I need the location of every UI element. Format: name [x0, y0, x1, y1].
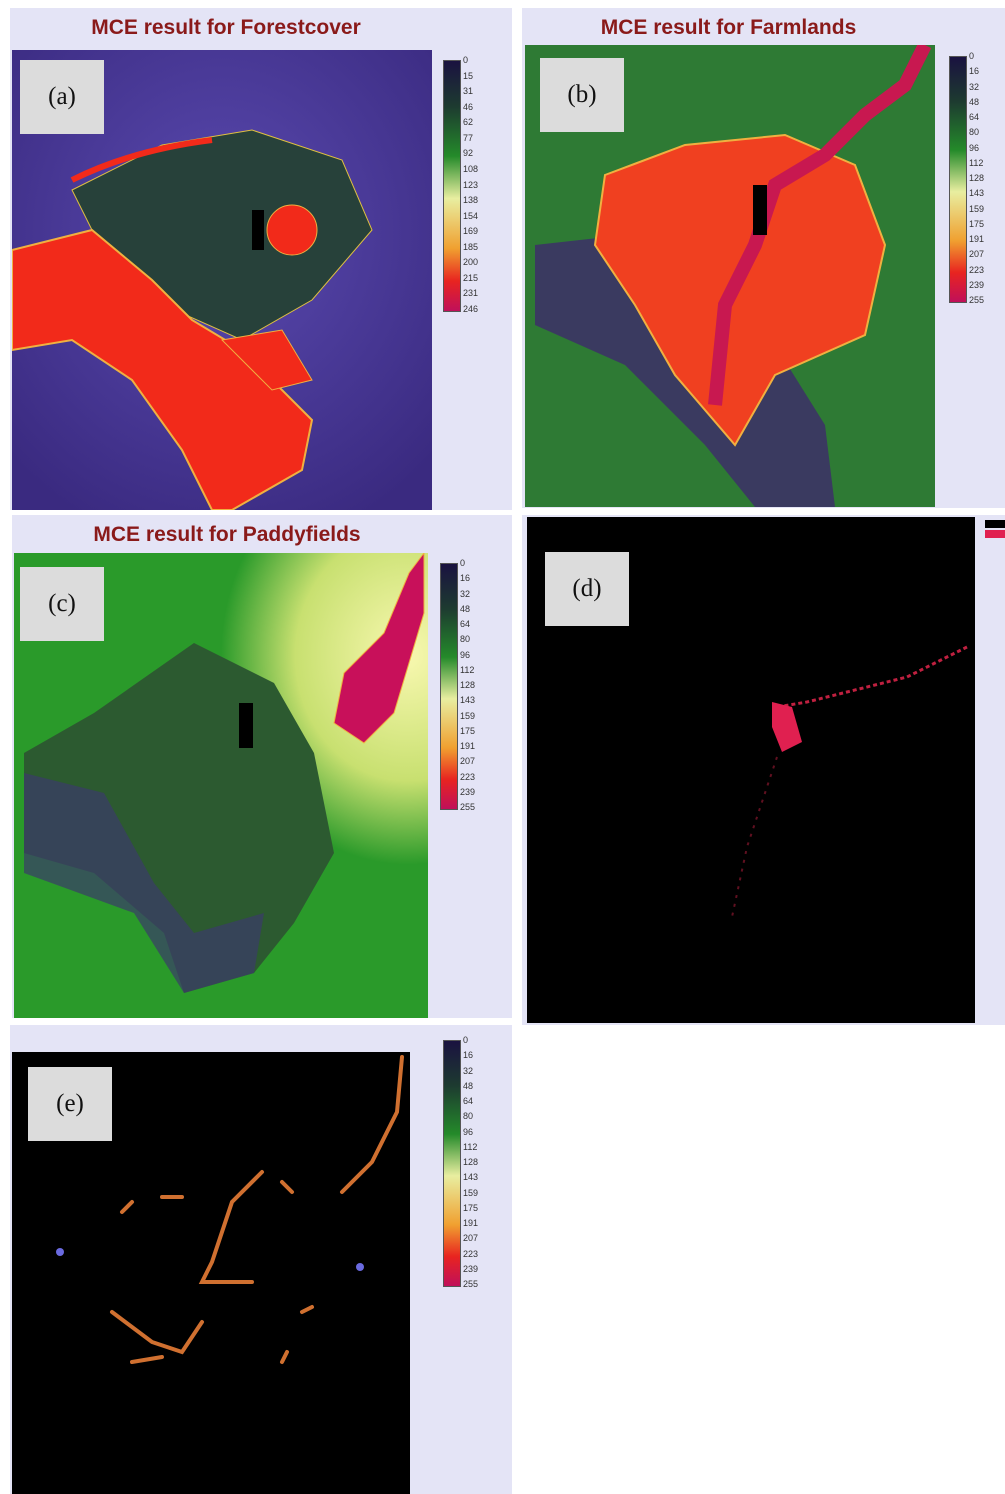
- colorbar-tick-label: 16: [463, 1051, 478, 1060]
- colorbar: [440, 563, 458, 810]
- colorbar-tick-label: 48: [969, 98, 984, 107]
- colorbar-tick-label: 92: [463, 149, 478, 158]
- panel-label: (c): [20, 567, 104, 641]
- legend-swatch: [985, 530, 1005, 538]
- panel-b: MCE result for Farmlands (b) 0 16 32 48 64 80…: [522, 8, 1005, 508]
- colorbar-tick-label: 96: [460, 651, 475, 660]
- colorbar-tick-label: 64: [460, 620, 475, 629]
- colorbar-tick-label: 143: [463, 1173, 478, 1182]
- legend-swatch: [985, 520, 1005, 528]
- colorbar-tick-label: 128: [460, 681, 475, 690]
- colorbar-tick-label: 128: [969, 174, 984, 183]
- colorbar-ticks: 0 15 31 46 62 77 92 108 123 138 154 169 185 200 215 231…: [463, 56, 478, 314]
- panel-d: (d): [522, 515, 1005, 1025]
- colorbar-tick-label: 0: [463, 1036, 478, 1045]
- panel-c: MCE result for Paddyfields (c) 0 16 32 48 64…: [12, 515, 512, 1018]
- colorbar-tick-label: 16: [460, 574, 475, 583]
- colorbar-tick-label: 32: [969, 83, 984, 92]
- colorbar-tick-label: 159: [463, 1189, 478, 1198]
- colorbar-tick-label: 80: [463, 1112, 478, 1121]
- colorbar-tick-label: 123: [463, 181, 478, 190]
- colorbar-tick-label: 175: [460, 727, 475, 736]
- colorbar-tick-label: 77: [463, 134, 478, 143]
- colorbar-tick-label: 169: [463, 227, 478, 236]
- colorbar-tick-label: 255: [969, 296, 984, 305]
- colorbar-tick-label: 200: [463, 258, 478, 267]
- colorbar-tick-label: 31: [463, 87, 478, 96]
- colorbar-tick-label: 159: [460, 712, 475, 721]
- colorbar-tick-label: 143: [460, 696, 475, 705]
- colorbar-tick-label: 191: [969, 235, 984, 244]
- figure: MCE result for Forestcover (a) 0 15 31 46 62…: [0, 0, 1005, 1494]
- colorbar-tick-label: 48: [460, 605, 475, 614]
- colorbar-tick-label: 255: [460, 803, 475, 812]
- colorbar-tick-label: 231: [463, 289, 478, 298]
- colorbar-tick-label: 191: [460, 742, 475, 751]
- colorbar-tick-label: 185: [463, 243, 478, 252]
- colorbar-tick-label: 32: [463, 1067, 478, 1076]
- colorbar-tick-label: 0: [969, 52, 984, 61]
- colorbar-tick-label: 223: [969, 266, 984, 275]
- colorbar-tick-label: 223: [463, 1250, 478, 1259]
- colorbar-tick-label: 80: [969, 128, 984, 137]
- panel-label: (b): [540, 58, 624, 132]
- panel-title: MCE result for Farmlands: [522, 16, 935, 40]
- colorbar-tick-label: 138: [463, 196, 478, 205]
- colorbar-tick-label: 48: [463, 1082, 478, 1091]
- colorbar-tick-label: 112: [463, 1143, 478, 1152]
- colorbar-tick-label: 223: [460, 773, 475, 782]
- colorbar-tick-label: 246: [463, 305, 478, 314]
- colorbar: [443, 1040, 461, 1287]
- colorbar-ticks: 0 16 32 48 64 80 96 112 128 143 159 175 191 207 223 239…: [460, 559, 475, 812]
- colorbar-tick-label: 108: [463, 165, 478, 174]
- colorbar-tick-label: 112: [460, 666, 475, 675]
- colorbar-tick-label: 175: [463, 1204, 478, 1213]
- panel-title: MCE result for Forestcover: [10, 16, 442, 40]
- colorbar-tick-label: 255: [463, 1280, 478, 1289]
- colorbar-tick-label: 0: [460, 559, 475, 568]
- colorbar-tick-label: 207: [463, 1234, 478, 1243]
- colorbar-tick-label: 191: [463, 1219, 478, 1228]
- colorbar-tick-label: 96: [969, 144, 984, 153]
- colorbar: [443, 60, 461, 312]
- colorbar-tick-label: 46: [463, 103, 478, 112]
- colorbar-tick-label: 207: [969, 250, 984, 259]
- panel-title: MCE result for Paddyfields: [12, 523, 442, 547]
- colorbar-tick-label: 159: [969, 205, 984, 214]
- panel-e: (e) 0 16 32 48 64 80 96 112 128 143 159 175 191 207 22…: [10, 1025, 512, 1494]
- colorbar-tick-label: 64: [969, 113, 984, 122]
- colorbar-tick-label: 128: [463, 1158, 478, 1167]
- colorbar-tick-label: 96: [463, 1128, 478, 1137]
- colorbar-tick-label: 239: [463, 1265, 478, 1274]
- panel-label: (d): [545, 552, 629, 626]
- colorbar-tick-label: 15: [463, 72, 478, 81]
- colorbar-tick-label: 0: [463, 56, 478, 65]
- colorbar-tick-label: 175: [969, 220, 984, 229]
- colorbar-ticks: 0 16 32 48 64 80 96 112 128 143 159 175 191 207 223 239…: [463, 1036, 478, 1289]
- panel-label: (e): [28, 1067, 112, 1141]
- colorbar-tick-label: 215: [463, 274, 478, 283]
- panel-label: (a): [20, 60, 104, 134]
- colorbar-tick-label: 143: [969, 189, 984, 198]
- colorbar-tick-label: 207: [460, 757, 475, 766]
- colorbar-tick-label: 16: [969, 67, 984, 76]
- colorbar-tick-label: 239: [969, 281, 984, 290]
- panel-a: MCE result for Forestcover (a) 0 15 31 46 62…: [10, 8, 512, 510]
- colorbar-ticks: 0 16 32 48 64 80 96 112 128 143 159 175 191 207 223 239…: [969, 52, 984, 305]
- colorbar-tick-label: 64: [463, 1097, 478, 1106]
- colorbar-tick-label: 32: [460, 590, 475, 599]
- colorbar-tick-label: 239: [460, 788, 475, 797]
- colorbar: [949, 56, 967, 303]
- colorbar-tick-label: 80: [460, 635, 475, 644]
- colorbar-tick-label: 112: [969, 159, 984, 168]
- colorbar-tick-label: 62: [463, 118, 478, 127]
- colorbar-tick-label: 154: [463, 212, 478, 221]
